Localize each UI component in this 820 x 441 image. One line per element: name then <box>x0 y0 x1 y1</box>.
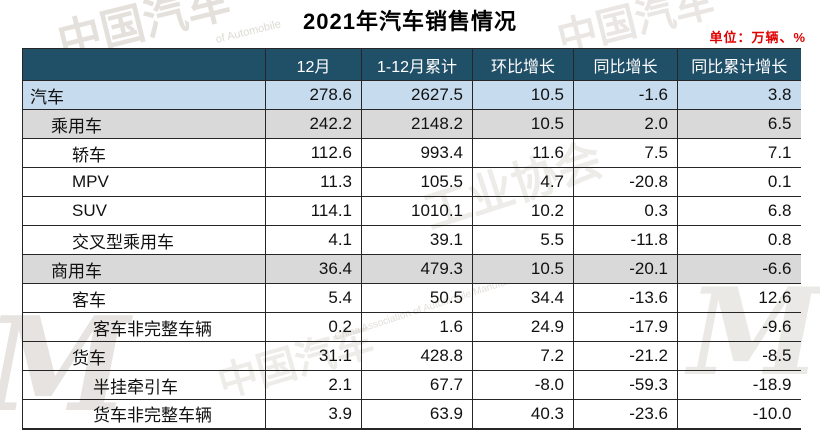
row-value: 4.1 <box>265 225 362 255</box>
row-value: -13.6 <box>573 283 678 313</box>
table-row: 乘用车 242.2 2148.2 10.5 2.0 6.5 <box>22 109 801 139</box>
table-row: 轿车 112.6 993.4 11.6 7.5 7.1 <box>22 138 801 168</box>
row-value: -21.2 <box>573 341 678 371</box>
row-value: 50.5 <box>361 283 473 313</box>
row-value: 31.1 <box>265 341 362 371</box>
row-value: 12.6 <box>677 283 801 313</box>
row-value: -11.8 <box>573 225 678 255</box>
row-value: -6.6 <box>677 254 801 284</box>
row-value: 7.2 <box>472 341 574 371</box>
row-value: 10.5 <box>472 80 574 110</box>
table-row: 客车非完整车辆 0.2 1.6 24.9 -17.9 -9.6 <box>22 312 801 342</box>
row-value: 0.8 <box>677 225 801 255</box>
row-value: 3.8 <box>677 80 801 110</box>
row-label: 货车 <box>22 341 266 371</box>
row-value: 114.1 <box>265 196 362 226</box>
row-value: 242.2 <box>265 109 362 139</box>
row-value: 5.5 <box>472 225 574 255</box>
row-value: 1010.1 <box>361 196 473 226</box>
row-value: 7.1 <box>677 138 801 168</box>
row-value: 36.4 <box>265 254 362 284</box>
row-label: 轿车 <box>22 138 266 168</box>
row-value: 0.3 <box>573 196 678 226</box>
row-label: 交叉型乘用车 <box>22 225 266 255</box>
table-row: MPV 11.3 105.5 4.7 -20.8 0.1 <box>22 167 801 197</box>
row-label: 乘用车 <box>22 109 266 139</box>
row-value: 63.9 <box>361 399 473 430</box>
table-body: 汽车 278.6 2627.5 10.5 -1.6 3.8 乘用车 242.2 … <box>22 80 801 430</box>
corner-cell <box>22 48 266 81</box>
row-value: 6.8 <box>677 196 801 226</box>
header-cell-yoy-growth: 同比增长 <box>573 48 678 81</box>
header-cell-mom-growth: 环比增长 <box>472 48 574 81</box>
row-value: 7.5 <box>573 138 678 168</box>
row-value: 428.8 <box>361 341 473 371</box>
table-row: 半挂牵引车 2.1 67.7 -8.0 -59.3 -18.9 <box>22 370 801 400</box>
row-value: -23.6 <box>573 399 678 430</box>
row-value: -1.6 <box>573 80 678 110</box>
row-value: 67.7 <box>361 370 473 400</box>
sales-table: 12月 1-12月累计 环比增长 同比增长 同比累计增长 汽车 278.6 26… <box>22 48 801 430</box>
row-value: 0.1 <box>677 167 801 197</box>
table-row: 商用车 36.4 479.3 10.5 -20.1 -6.6 <box>22 254 801 284</box>
row-value: 112.6 <box>265 138 362 168</box>
table-row: SUV 114.1 1010.1 10.2 0.3 6.8 <box>22 196 801 226</box>
table-row: 汽车 278.6 2627.5 10.5 -1.6 3.8 <box>22 80 801 110</box>
row-value: 10.2 <box>472 196 574 226</box>
row-label: SUV <box>22 196 266 226</box>
row-value: 11.3 <box>265 167 362 197</box>
table-row: 货车 31.1 428.8 7.2 -21.2 -8.5 <box>22 341 801 371</box>
table-header-row: 12月 1-12月累计 环比增长 同比增长 同比累计增长 <box>22 48 801 81</box>
row-value: -59.3 <box>573 370 678 400</box>
row-value: 3.9 <box>265 399 362 430</box>
row-value: 1.6 <box>361 312 473 342</box>
row-label: 商用车 <box>22 254 266 284</box>
row-value: 34.4 <box>472 283 574 313</box>
header-cell-ytd-total: 1-12月累计 <box>361 48 473 81</box>
row-value: -10.0 <box>677 399 801 430</box>
row-value: -18.9 <box>677 370 801 400</box>
row-value: -20.1 <box>573 254 678 284</box>
row-value: 105.5 <box>361 167 473 197</box>
row-value: 2.0 <box>573 109 678 139</box>
row-value: 0.2 <box>265 312 362 342</box>
page-title: 2021年汽车销售情况 <box>303 9 517 34</box>
row-value: 11.6 <box>472 138 574 168</box>
row-label: 货车非完整车辆 <box>22 399 266 430</box>
row-value: 2148.2 <box>361 109 473 139</box>
row-label: 客车非完整车辆 <box>22 312 266 342</box>
table-row: 交叉型乘用车 4.1 39.1 5.5 -11.8 0.8 <box>22 225 801 255</box>
unit-label: 单位：万辆、% <box>709 30 806 45</box>
row-value: -8.5 <box>677 341 801 371</box>
row-label: 半挂牵引车 <box>22 370 266 400</box>
row-label: 汽车 <box>22 80 266 110</box>
row-value: -8.0 <box>472 370 574 400</box>
table-row: 客车 5.4 50.5 34.4 -13.6 12.6 <box>22 283 801 313</box>
row-value: 40.3 <box>472 399 574 430</box>
table-row: 货车非完整车辆 3.9 63.9 40.3 -23.6 -10.0 <box>22 399 801 430</box>
row-value: -17.9 <box>573 312 678 342</box>
row-value: -20.8 <box>573 167 678 197</box>
row-value: 2627.5 <box>361 80 473 110</box>
row-value: -9.6 <box>677 312 801 342</box>
row-value: 10.5 <box>472 254 574 284</box>
row-value: 278.6 <box>265 80 362 110</box>
row-label: 客车 <box>22 283 266 313</box>
row-value: 6.5 <box>677 109 801 139</box>
header-cell-yoy-cum-growth: 同比累计增长 <box>677 48 801 81</box>
row-value: 4.7 <box>472 167 574 197</box>
row-value: 2.1 <box>265 370 362 400</box>
row-value: 479.3 <box>361 254 473 284</box>
row-label: MPV <box>22 167 266 197</box>
row-value: 5.4 <box>265 283 362 313</box>
row-value: 39.1 <box>361 225 473 255</box>
row-value: 993.4 <box>361 138 473 168</box>
row-value: 24.9 <box>472 312 574 342</box>
row-value: 10.5 <box>472 109 574 139</box>
header-cell-december: 12月 <box>265 48 362 81</box>
